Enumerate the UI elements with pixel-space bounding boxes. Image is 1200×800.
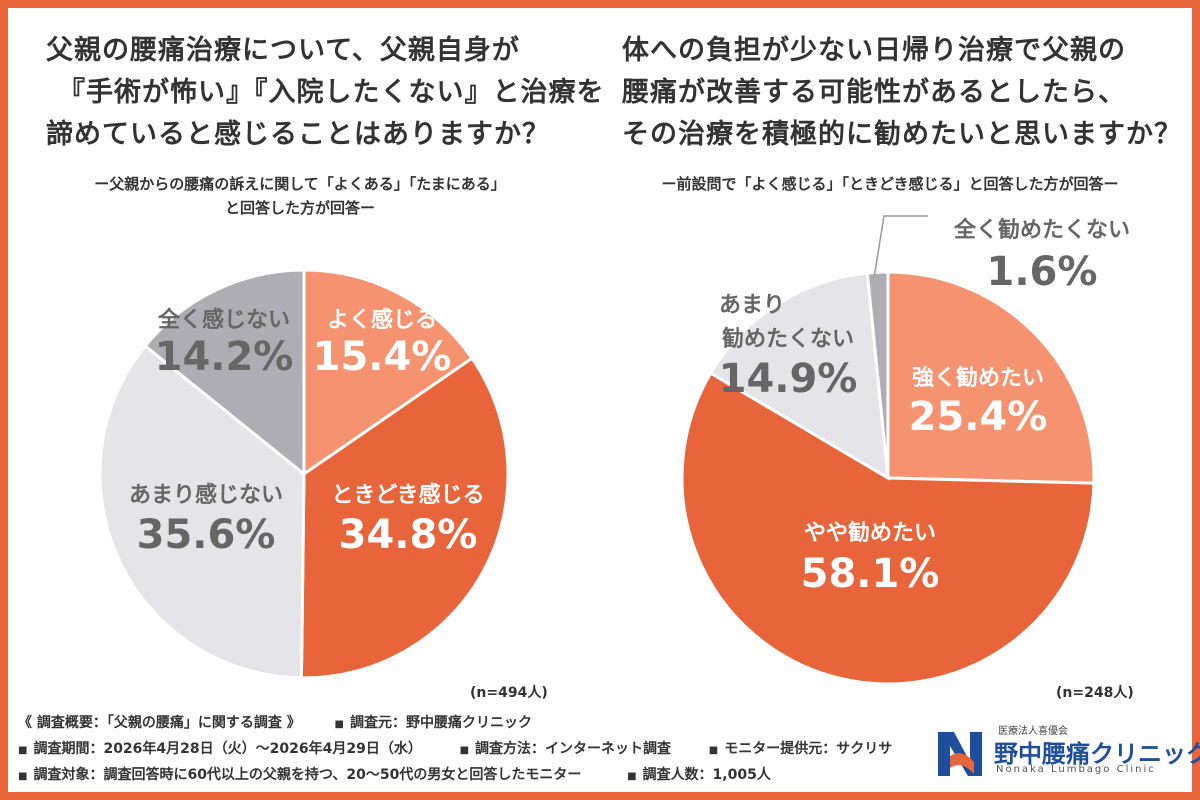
q2-title-line: その治療を積極的に勧めたいと思いますか？ — [622, 119, 1182, 150]
q1-title-line: 諦めていると感じることはありますか？ — [46, 119, 550, 150]
pie1-value-label: 14.2% — [155, 334, 294, 380]
bullet-icon: ■ — [627, 771, 637, 782]
footer-overview: 《 調査概要：「父親の腰痛」に関する調査 》 — [18, 715, 301, 731]
pie1-category-label: あまり感じない — [129, 482, 283, 508]
pie2-value-label: 1.6% — [987, 249, 1098, 295]
bullet-icon: ■ — [18, 745, 28, 756]
pie1-value-label: 34.8% — [339, 512, 478, 558]
footer-target: 調査対象：調査回答時に60代以上の父親を持つ、20〜50代の男女と回答したモニタ… — [33, 767, 582, 783]
q2-title: 体への負担が少ない日帰り治療で父親の 腰痛が改善する可能性があるとしたら、 その… — [622, 30, 1182, 156]
pie2-callout-line — [873, 215, 928, 279]
q1-title-line: 父親の腰痛治療について、父親自身が — [46, 35, 520, 66]
pie2-value-label: 58.1% — [801, 551, 940, 597]
q1-title-line: 『手術が怖い』『入院したくない』と治療を — [58, 77, 605, 108]
clinic-org: 医療法人喜優会 — [998, 726, 1068, 737]
q2-sample-size: (n=248人) — [1056, 685, 1134, 701]
bullet-icon: ■ — [334, 719, 344, 730]
pie2-category-label: やや勧めたい — [804, 520, 936, 546]
clinic-logo-icon — [938, 732, 982, 776]
footer-count: 調査人数：1,005人 — [642, 767, 771, 783]
clinic-name: 野中腰痛クリニック — [994, 740, 1200, 768]
clinic-logo: 医療法人喜優会 野中腰痛クリニック Nonaka Lumbago Clinic — [934, 722, 1200, 782]
footer-source: 調査元：野中腰痛クリニック — [349, 715, 532, 731]
pie2-slice — [886, 270, 1096, 485]
q2-title-line: 体への負担が少ない日帰り治療で父親の — [622, 35, 1126, 66]
q2-subtitle: ー前設問で「よく感じる」「ときどき感じる」と回答した方が回答ー — [620, 172, 1160, 196]
pie2-value-label: 25.4% — [909, 394, 1048, 440]
footer-provider: モニター提供元：サクリサ — [724, 741, 893, 757]
pie2-category-label: 強く勧めたい — [912, 365, 1044, 391]
bullet-icon: ■ — [18, 771, 28, 782]
pie1-slice — [143, 268, 306, 478]
q1-subtitle-line: ー父親からの腰痛の訴えに関して「よくある」「たまにある」 — [94, 175, 506, 193]
q1-subtitle: ー父親からの腰痛の訴えに関して「よくある」「たまにある」 と回答した方が回答ー — [30, 172, 570, 220]
footer-row: ■ 調査対象：調査回答時に60代以上の父親を持つ、20〜50代の男女と回答したモニ… — [18, 764, 771, 784]
pie2-slice — [680, 371, 1096, 686]
q1-title: 父親の腰痛治療について、父親自身が 『手術が怖い』『入院したくない』と治療を 諦… — [46, 30, 605, 156]
bullet-icon: ■ — [708, 745, 719, 756]
footer-method: 調査方法：インターネット調査 — [475, 741, 672, 757]
pie1-value-label: 15.4% — [313, 334, 452, 380]
clinic-name-en: Nonaka Lumbago Clinic — [996, 764, 1156, 775]
footer-row: 《 調査概要：「父親の腰痛」に関する調査 》 ■ 調査元：野中腰痛クリニック — [18, 712, 532, 732]
pie1-slice — [98, 343, 306, 680]
q2-title-line: 腰痛が改善する可能性があるとしたら、 — [622, 77, 1126, 108]
pie2-category-label: 勧めたくない — [722, 326, 854, 352]
pie2-slice — [865, 270, 890, 479]
bullet-icon: ■ — [459, 745, 470, 756]
pie1-slice — [299, 356, 510, 680]
q2-subtitle-line: ー前設問で「よく感じる」「ときどき感じる」と回答した方が回答ー — [661, 175, 1119, 193]
footer-period: 調査期間：2026年4月28日（火）〜2026年4月29日（水） — [33, 741, 422, 757]
q1-sample-size: (n=494人) — [470, 685, 548, 701]
footer-row: ■ 調査期間：2026年4月28日（火）〜2026年4月29日（水） ■ 調査方法：… — [18, 738, 892, 758]
pie1-value-label: 35.6% — [137, 512, 276, 558]
pie1-category-label: 全く感じない — [157, 307, 290, 333]
q1-subtitle-line: と回答した方が回答ー — [224, 199, 375, 217]
pie2-category-label: 全く勧めたくない — [953, 217, 1130, 243]
pie1-category-label: ときどき感じる — [331, 482, 484, 508]
pie2-slice — [708, 271, 890, 481]
pie1-category-label: よく感じる — [327, 307, 437, 333]
pie1-slice — [302, 268, 475, 477]
pie2-category-label: あまり — [719, 293, 785, 318]
pie2-value-label: 14.9% — [719, 356, 858, 402]
